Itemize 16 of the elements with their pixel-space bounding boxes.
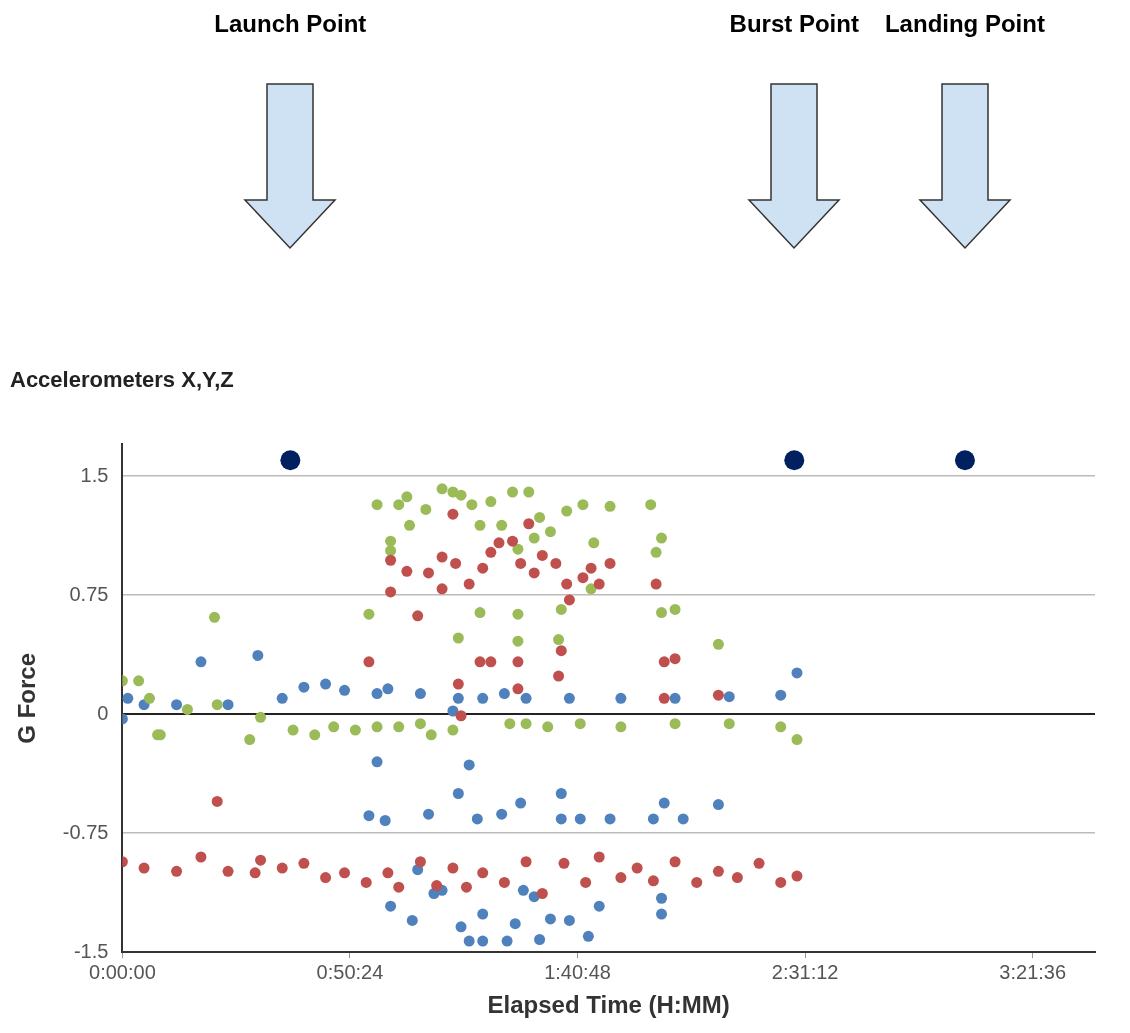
x-tick-label: 0:50:24 [316,960,384,983]
x-axis-title: Elapsed Time (H:MM) [487,991,730,1019]
y-axis-title: G Force [13,652,41,744]
x-tick-label: 1:40:48 [544,960,611,983]
y-tick-label: 0 [97,701,109,724]
text: Landing Point [884,10,1045,38]
y-tick-label: 0.75 [69,582,109,605]
y-tick-label: -0.75 [62,820,109,843]
x-tick-label: 3:21:36 [999,960,1067,983]
x-tick-label: 0:00:00 [89,960,156,983]
y-tick-label: -1.5 [73,939,109,962]
chart-title: Accelerometers X,Y,Z [10,367,234,393]
text: Launch Point [214,10,367,38]
text: Burst Point [729,10,859,38]
x-tick-label: 2:31:12 [771,960,839,983]
y-tick-label: 1.5 [80,463,109,486]
